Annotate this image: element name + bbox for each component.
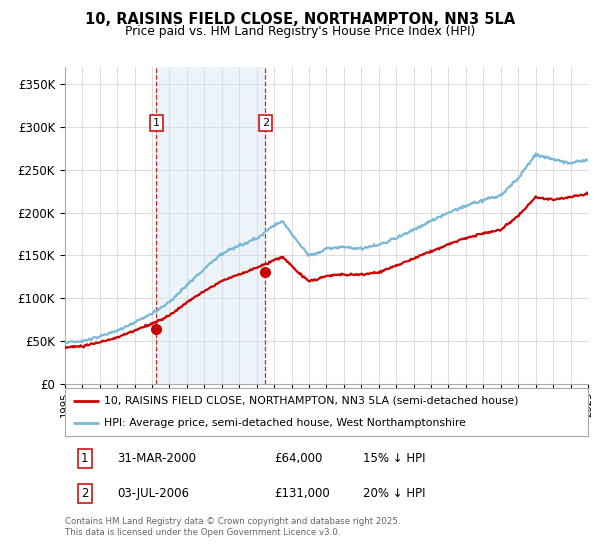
Text: £64,000: £64,000: [274, 452, 322, 465]
Text: 1: 1: [153, 118, 160, 128]
Text: 2: 2: [262, 118, 269, 128]
Text: 03-JUL-2006: 03-JUL-2006: [117, 487, 189, 500]
Text: 10, RAISINS FIELD CLOSE, NORTHAMPTON, NN3 5LA (semi-detached house): 10, RAISINS FIELD CLOSE, NORTHAMPTON, NN…: [104, 396, 518, 406]
Text: HPI: Average price, semi-detached house, West Northamptonshire: HPI: Average price, semi-detached house,…: [104, 418, 466, 428]
Text: 20% ↓ HPI: 20% ↓ HPI: [363, 487, 425, 500]
Bar: [157, 67, 265, 384]
Text: 15% ↓ HPI: 15% ↓ HPI: [363, 452, 425, 465]
Text: 10, RAISINS FIELD CLOSE, NORTHAMPTON, NN3 5LA: 10, RAISINS FIELD CLOSE, NORTHAMPTON, NN…: [85, 12, 515, 27]
Text: 2: 2: [81, 487, 88, 500]
Text: Contains HM Land Registry data © Crown copyright and database right 2025.
This d: Contains HM Land Registry data © Crown c…: [65, 517, 400, 537]
Text: 31-MAR-2000: 31-MAR-2000: [117, 452, 196, 465]
Text: £131,000: £131,000: [274, 487, 330, 500]
Text: 1: 1: [81, 452, 88, 465]
Text: Price paid vs. HM Land Registry's House Price Index (HPI): Price paid vs. HM Land Registry's House …: [125, 25, 475, 38]
